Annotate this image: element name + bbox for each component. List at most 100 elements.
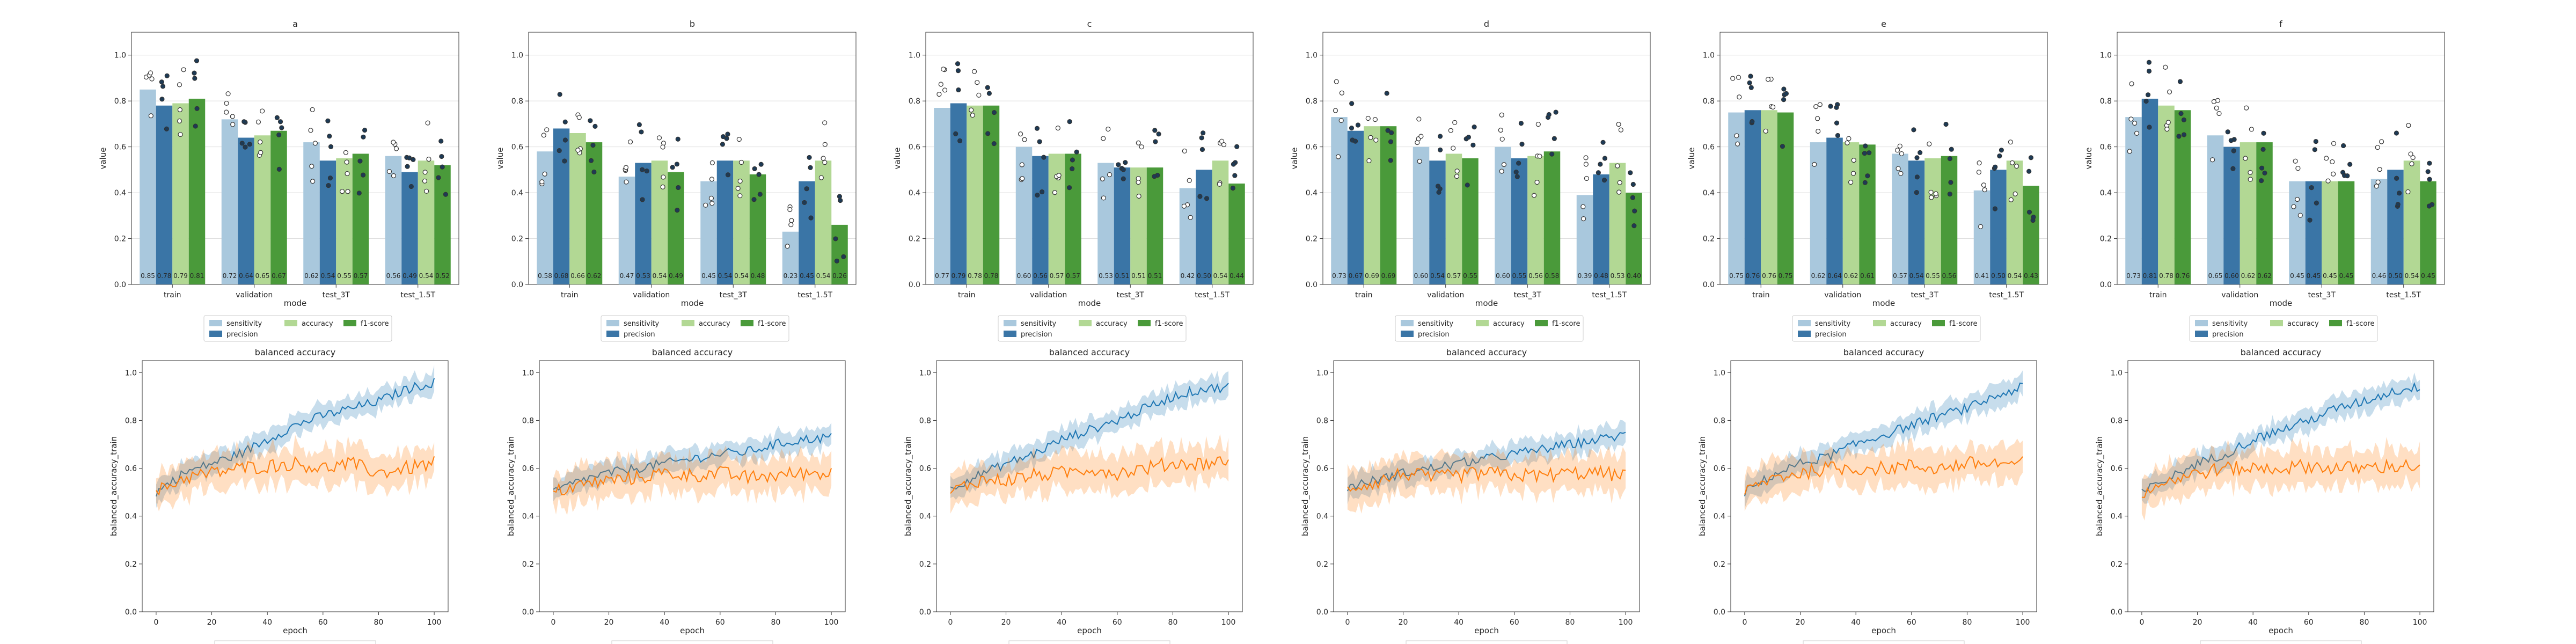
line-panel-c_line: 0.0 0.2 0.4 0.6 0.8 1.0 0 20 40 60 80 100 balanced a… [903,347,1243,644]
x-tick-label: validation [1427,291,1464,299]
data-point [1750,119,1755,125]
x-tick-label: 100 [824,618,839,627]
data-point [247,142,252,147]
y-tick-label: 0.8 [919,416,931,425]
data-point [1537,153,1542,159]
legend-swatch-accuracy [682,320,694,326]
series-line [950,456,1229,494]
x-tick-label: 40 [1057,618,1066,627]
y-tick-label: 0.2 [522,560,534,569]
bar-value-label: 0.54 [2008,272,2022,280]
data-point [1928,189,1934,195]
data-point [2427,177,2432,182]
data-point [2397,191,2402,196]
data-point [576,115,582,120]
x-tick-label: 80 [374,618,384,627]
bar-value-label: 0.77 [935,272,949,280]
bar-sensitivity [2207,135,2224,285]
bar-value-label: 0.54 [1909,272,1924,280]
data-point [224,109,229,115]
series-line [156,456,435,496]
y-tick-label: 1.0 [1316,369,1328,377]
legend-label-sensitivity: sensitivity [1418,320,1454,328]
bar-accuracy [1048,153,1065,284]
bar-value-label: 0.58 [1545,272,1560,280]
y-tick-label: 0.0 [1703,281,1715,289]
bar-value-label: 0.67 [272,272,286,280]
data-point [1867,150,1872,156]
bar-precision [1826,137,1843,284]
y-tick-label: 0.6 [909,143,920,152]
data-point [821,156,826,161]
data-point [660,144,665,150]
bar-f1-score [1626,193,1642,284]
y-tick-label: 1.0 [522,369,534,377]
bar-accuracy [2322,181,2338,284]
confidence-band [2141,372,2420,504]
bar-value-label: 0.76 [1746,272,1760,280]
bar-sensitivity [1015,147,1033,284]
data-point [2210,157,2215,163]
bar-precision [238,137,254,284]
data-point [2345,173,2350,179]
data-point [1438,147,1443,152]
bar-value-label: 0.58 [538,272,552,280]
data-point [1107,172,1113,178]
x-axis-label: epoch [1871,626,1896,635]
bar-value-label: 0.79 [173,272,188,280]
data-point [2248,170,2253,175]
legend-label-sensitivity: sensitivity [1021,320,1057,328]
data-point [1018,131,1023,137]
data-point [841,254,846,260]
data-point [2395,202,2401,207]
legend-swatch-sensitivity [1798,320,1811,326]
x-axis-label: mode [284,298,307,308]
legend-label-sensitivity: sensitivity [1815,320,1851,328]
data-point [177,107,183,113]
data-point [2262,170,2267,176]
x-tick-label: test_1.5T [2386,291,2421,299]
legend-swatch-accuracy [1079,320,1092,326]
data-point [539,179,545,185]
y-tick-label: 1.0 [114,52,126,60]
bar-value-label: 0.47 [620,272,634,280]
x-tick-label: train [1752,291,1770,299]
legend-swatch-precision [606,331,619,337]
bar-value-label: 0.53 [636,272,650,280]
data-point [194,58,200,63]
y-tick-label: 1.0 [919,369,931,377]
bar-precision [1511,158,1528,284]
data-point [1835,133,1841,138]
data-point [1863,143,1868,149]
x-tick-label: test_3T [2308,291,2336,299]
data-point [1737,94,1742,100]
bar-value-label: 0.45 [2323,272,2337,280]
data-point [438,138,444,144]
bar-f1-score [434,165,451,284]
data-point [1977,160,1982,166]
bar-f1-score [2256,142,2273,284]
y-tick-label: 0.2 [2100,235,2112,244]
y-tick-label: 0.4 [125,513,137,521]
y-tick-label: 0.4 [522,513,534,521]
data-point [938,82,943,87]
confidence-band [950,370,1229,500]
bar-precision [319,160,336,284]
bar-accuracy [254,135,271,285]
bar-accuracy [2158,105,2175,284]
data-point [1355,122,1361,128]
data-point [2325,178,2331,184]
data-point [2394,175,2399,181]
legend-swatch-f1-score [2329,320,2342,326]
legend-swatch-precision [2195,331,2208,337]
data-point [1136,193,1141,199]
y-axis-label: value [892,148,902,170]
data-point [1121,167,1126,172]
bar-accuracy [2006,160,2023,284]
bar-f1-score [983,105,1000,284]
y-tick-label: 1.0 [511,52,523,60]
data-point [425,120,430,126]
data-point [2128,116,2134,122]
data-point [957,138,963,143]
